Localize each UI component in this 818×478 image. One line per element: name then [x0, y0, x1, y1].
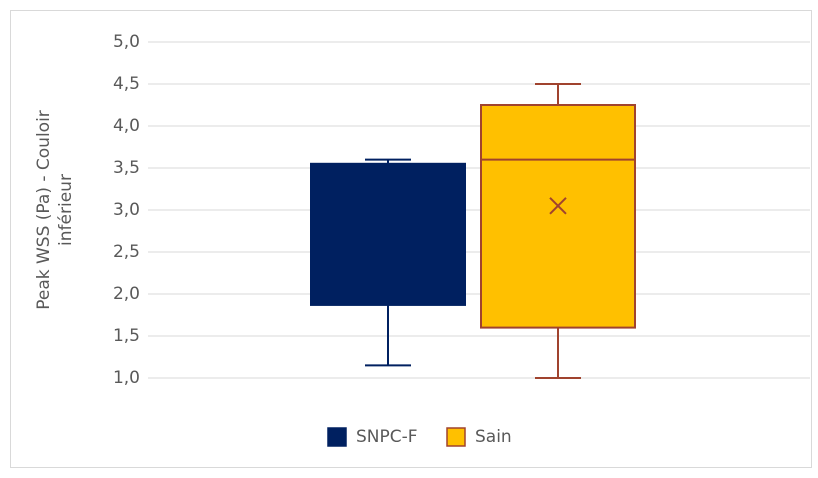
- y-tick-label: 1,0: [113, 368, 140, 388]
- y-tick-label: 2,0: [113, 284, 140, 304]
- y-tick-label: 3,0: [113, 200, 140, 220]
- mean-marker: [549, 197, 567, 215]
- y-tick-label: 2,5: [113, 242, 140, 262]
- legend-swatch: [327, 427, 347, 447]
- y-axis-label: inférieur: [56, 174, 76, 246]
- legend-swatch: [446, 427, 466, 447]
- box: [480, 104, 636, 329]
- legend-label: SNPC-F: [356, 427, 418, 447]
- y-tick-label: 5,0: [113, 32, 140, 52]
- y-tick-label: 4,0: [113, 116, 140, 136]
- box: [310, 162, 466, 306]
- y-axis-label: Peak WSS (Pa) - Couloir: [34, 110, 54, 310]
- y-tick-label: 1,5: [113, 326, 140, 346]
- legend-label: Sain: [475, 427, 512, 447]
- y-tick-label: 4,5: [113, 74, 140, 94]
- y-tick-label: 3,5: [113, 158, 140, 178]
